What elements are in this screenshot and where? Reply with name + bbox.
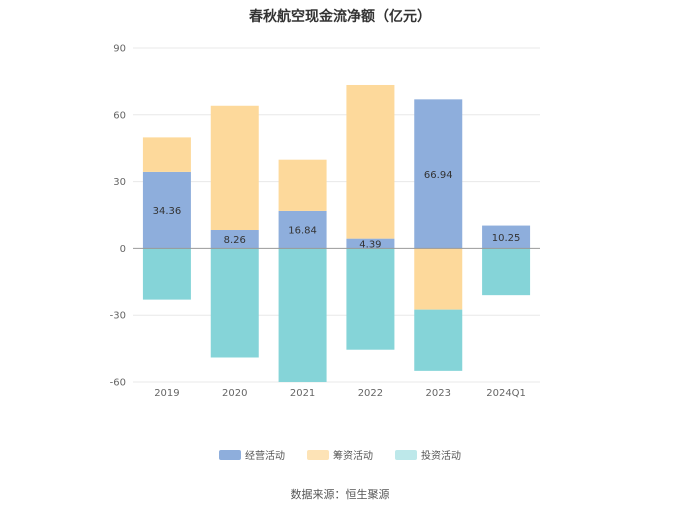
bar-investing[interactable] <box>346 248 395 350</box>
y-tick-label: 30 <box>113 177 126 188</box>
legend-label-financing: 筹资活动 <box>333 451 373 462</box>
bar-operating[interactable] <box>482 225 531 249</box>
bar-operating[interactable] <box>278 210 327 249</box>
bars <box>142 84 531 382</box>
source-note: 数据来源：恒生聚源 <box>290 488 390 501</box>
x-tick-label: 2024Q1 <box>486 388 526 399</box>
bar-investing[interactable] <box>142 248 191 300</box>
data-label: 4.39 <box>359 240 381 251</box>
y-tick-label: -60 <box>110 378 126 389</box>
x-tick-label: 2022 <box>358 388 383 399</box>
y-tick-label: 60 <box>113 110 126 121</box>
y-tick-label: -30 <box>110 311 126 322</box>
x-tick-label: 2019 <box>154 388 179 399</box>
x-tick-label: 2023 <box>426 388 451 399</box>
x-axis-ticks: 2019 2020 2021 2022 2023 2024Q1 <box>154 388 526 399</box>
bar-operating[interactable] <box>210 230 259 249</box>
bar-financing[interactable] <box>346 84 395 239</box>
legend-item-investing[interactable]: 投资活动 <box>395 447 461 462</box>
data-label: 10.25 <box>492 233 521 244</box>
bar-financing[interactable] <box>414 248 463 310</box>
data-labels: 34.36 8.26 16.84 4.39 66.94 10.25 <box>153 170 521 251</box>
legend-swatch-investing <box>395 449 417 460</box>
bar-financing[interactable] <box>142 137 191 172</box>
x-tick-label: 2020 <box>222 388 247 399</box>
legend-label-investing: 投资活动 <box>421 451 461 462</box>
bar-operating[interactable] <box>414 99 463 249</box>
bar-investing[interactable] <box>482 248 531 296</box>
y-tick-label: 0 <box>120 244 126 255</box>
bar-financing[interactable] <box>210 105 259 231</box>
bar-operating[interactable] <box>142 171 191 249</box>
legend-swatch-financing <box>307 449 329 460</box>
bar-investing[interactable] <box>414 309 463 371</box>
data-label: 16.84 <box>288 226 317 237</box>
legend-item-financing[interactable]: 筹资活动 <box>307 447 373 462</box>
bar-investing[interactable] <box>278 248 327 382</box>
data-label: 66.94 <box>424 170 453 181</box>
legend-item-operating[interactable]: 经营活动 <box>219 447 285 462</box>
y-axis-ticks: 90 60 30 0 -30 -60 <box>110 44 126 389</box>
legend: 经营活动 筹资活动 投资活动 <box>0 447 680 462</box>
gridlines <box>133 47 540 383</box>
chart-title: 春秋航空现金流净额（亿元） <box>249 9 431 25</box>
data-label: 8.26 <box>224 235 246 246</box>
data-label: 34.36 <box>153 206 182 217</box>
bar-operating[interactable] <box>346 238 395 249</box>
x-tick-label: 2021 <box>290 388 315 399</box>
legend-swatch-operating <box>219 449 241 460</box>
legend-label-operating: 经营活动 <box>245 451 285 462</box>
bar-investing[interactable] <box>210 248 259 358</box>
bar-financing[interactable] <box>278 159 327 211</box>
y-tick-label: 90 <box>113 44 126 55</box>
